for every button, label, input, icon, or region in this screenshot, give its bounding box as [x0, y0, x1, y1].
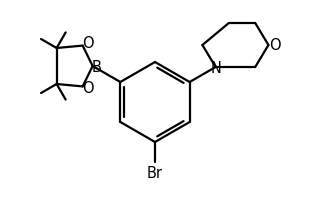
Text: O: O	[82, 36, 93, 51]
Text: Br: Br	[147, 166, 163, 181]
Text: O: O	[270, 37, 281, 53]
Text: B: B	[92, 59, 101, 75]
Text: N: N	[210, 61, 221, 75]
Text: O: O	[82, 81, 93, 96]
